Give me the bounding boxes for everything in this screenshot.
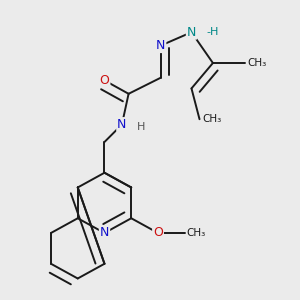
Text: N: N [156, 39, 165, 52]
Text: H: H [136, 122, 145, 132]
Text: CH₃: CH₃ [247, 58, 266, 68]
Text: N: N [117, 118, 127, 131]
Text: CH₃: CH₃ [186, 228, 206, 238]
Text: N: N [187, 26, 196, 39]
Text: CH₃: CH₃ [202, 114, 221, 124]
Text: N: N [100, 226, 109, 239]
Text: O: O [153, 226, 163, 239]
Text: -H: -H [206, 27, 219, 37]
Text: O: O [100, 74, 110, 87]
